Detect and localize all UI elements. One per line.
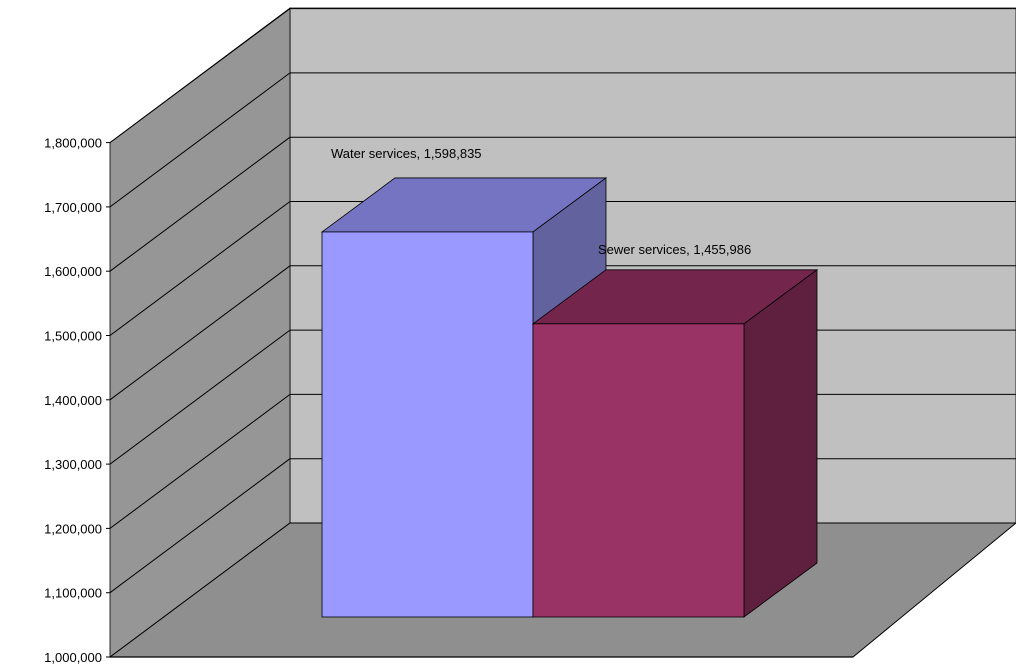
data-labels: Water services, 1,598,835 Sewer services,… xyxy=(331,146,751,257)
y-tick-label: 1,200,000 xyxy=(44,521,102,536)
bars xyxy=(320,177,819,618)
y-tick-label: 1,300,000 xyxy=(44,457,102,472)
y-tick-label: 1,600,000 xyxy=(44,264,102,279)
y-tick-label: 1,400,000 xyxy=(44,393,102,408)
bar-front xyxy=(532,323,745,618)
gridline-side xyxy=(109,72,291,208)
bar-side xyxy=(743,269,818,618)
gridline-side xyxy=(109,201,291,336)
gridline-side xyxy=(109,458,291,594)
y-tick-label: 1,000,000 xyxy=(44,650,102,665)
gridline-side xyxy=(109,393,291,529)
bar-front xyxy=(321,231,534,618)
data-label: Sewer services, 1,455,986 xyxy=(598,242,751,257)
bar-sewer-services xyxy=(531,269,819,618)
gridline-side xyxy=(109,329,291,465)
y-tick-label: 1,100,000 xyxy=(44,586,102,601)
gridline-side xyxy=(109,136,291,272)
data-label: Water services, 1,598,835 xyxy=(331,146,482,161)
y-axis-ticks: 1,000,000 1,100,000 1,200,000 1,300,000 1,40… xyxy=(44,136,110,665)
y-tick-label: 1,700,000 xyxy=(44,200,102,215)
y-tick-label: 1,800,000 xyxy=(44,136,102,151)
gridline-side xyxy=(109,8,291,144)
y-tick-label: 1,500,000 xyxy=(44,329,102,344)
gridline-side xyxy=(109,265,291,401)
